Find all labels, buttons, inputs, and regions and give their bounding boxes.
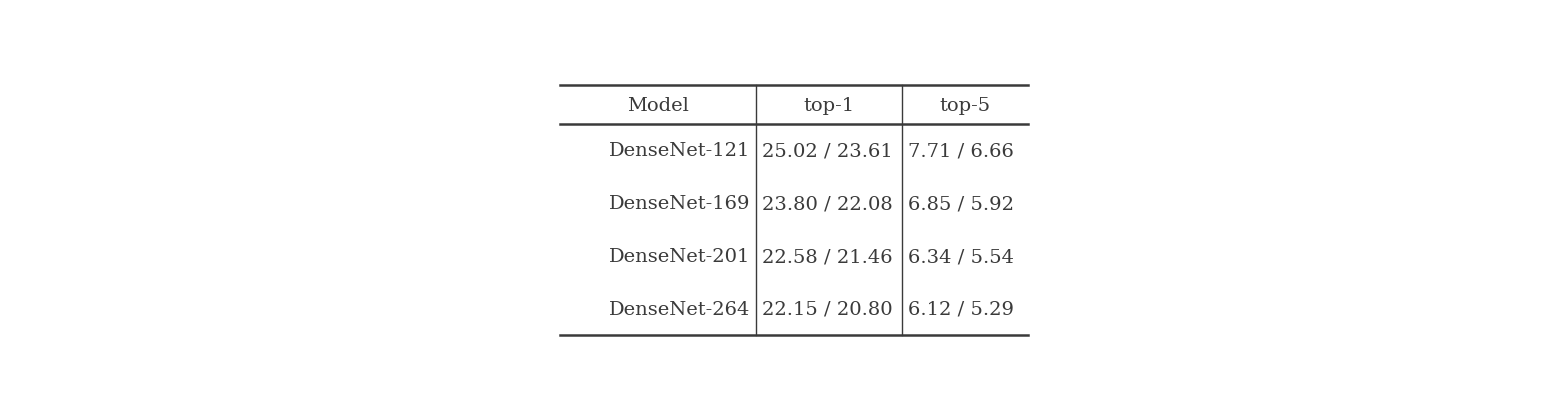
Text: 22.15 / 20.80: 22.15 / 20.80 — [762, 300, 894, 318]
Text: 22.58 / 21.46: 22.58 / 21.46 — [762, 247, 894, 265]
Text: DenseNet-121: DenseNet-121 — [609, 142, 750, 160]
Text: 7.71 / 6.66: 7.71 / 6.66 — [908, 142, 1013, 160]
Text: 6.85 / 5.92: 6.85 / 5.92 — [908, 195, 1013, 213]
Text: 25.02 / 23.61: 25.02 / 23.61 — [762, 142, 894, 160]
Text: 23.80 / 22.08: 23.80 / 22.08 — [762, 195, 894, 213]
Text: DenseNet-169: DenseNet-169 — [609, 195, 750, 213]
Text: 6.34 / 5.54: 6.34 / 5.54 — [908, 247, 1013, 265]
Text: DenseNet-201: DenseNet-201 — [609, 247, 750, 265]
Text: top-5: top-5 — [939, 96, 990, 114]
Text: top-1: top-1 — [804, 96, 855, 114]
Text: DenseNet-264: DenseNet-264 — [609, 300, 750, 318]
Text: Model: Model — [627, 96, 689, 114]
Text: 6.12 / 5.29: 6.12 / 5.29 — [908, 300, 1013, 318]
